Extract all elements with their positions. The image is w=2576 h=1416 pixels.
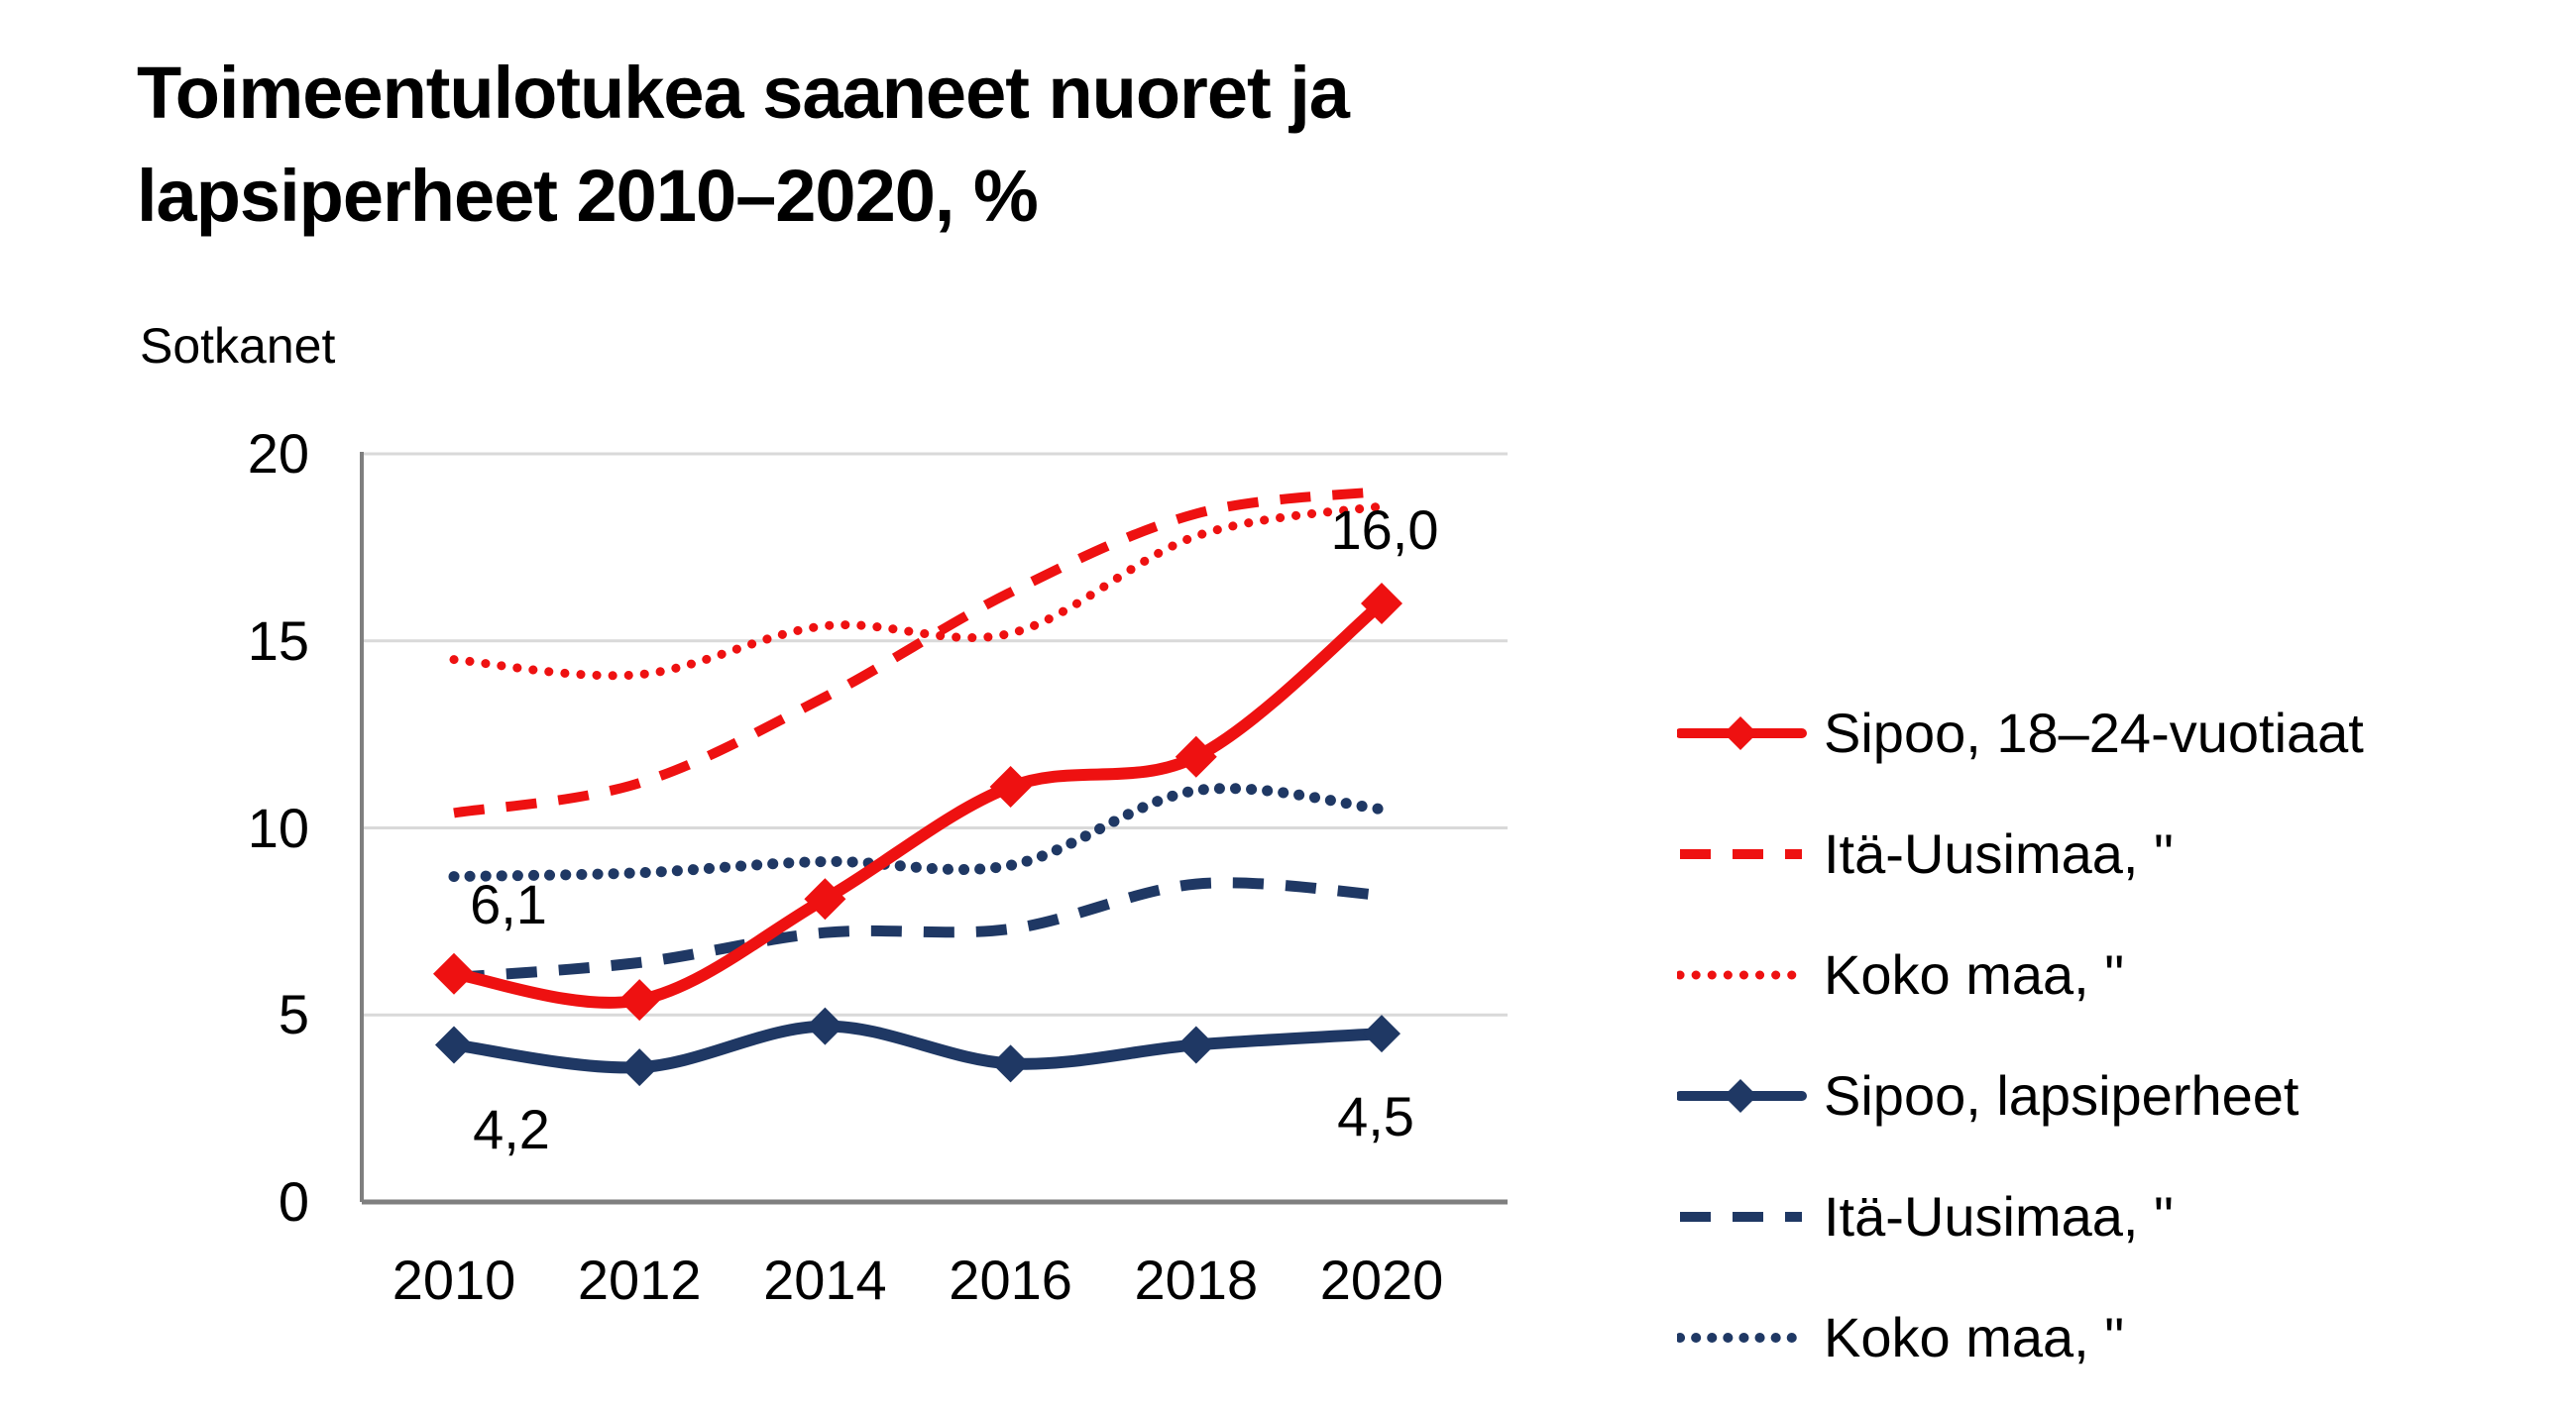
series-line-sipoo-lapsiperheet: [448, 1020, 1388, 1074]
legend-sample-dashed-line-icon: [1680, 1212, 1802, 1222]
legend-item-label: Sipoo, 18–24-vuotiaat: [1824, 702, 2364, 764]
data-point-marker: [1175, 735, 1217, 778]
x-tick-label: 2014: [763, 1249, 887, 1311]
series-line-sipoo-18-24-vuotiaat: [448, 598, 1388, 1009]
diamond-marker-icon: [1724, 716, 1757, 750]
chart-title-line1: Toimeentulotukea saaneet nuoret ja: [137, 52, 1350, 134]
data-point-marker: [435, 1026, 473, 1064]
legend-item-koko-maa: Koko maa, ": [1677, 1296, 2124, 1379]
data-point-marker: [1363, 1015, 1400, 1053]
data-point-marker: [1176, 1026, 1215, 1064]
legend-item-label: Itä-Uusimaa, ": [1824, 1185, 2174, 1248]
data-point-label: 4,2: [473, 1098, 550, 1161]
y-tick-label: 5: [278, 983, 309, 1046]
y-tick-label: 20: [247, 422, 309, 485]
legend-item-it-uusimaa: Itä-Uusimaa, ": [1677, 813, 2174, 896]
chart-title: Toimeentulotukea saaneet nuoret ja lapsi…: [137, 42, 1350, 247]
x-tick-label: 2012: [577, 1249, 702, 1311]
data-point-marker: [804, 878, 846, 921]
legend-item-it-uusimaa: Itä-Uusimaa, ": [1677, 1175, 2174, 1258]
x-tick-label: 2016: [949, 1249, 1072, 1311]
series-line-koko-maa: [449, 501, 1387, 681]
legend-item-koko-maa: Koko maa, ": [1677, 933, 2124, 1017]
legend-item-label: Koko maa, ": [1824, 1306, 2125, 1368]
y-tick-label: 10: [247, 796, 309, 859]
data-point-label: 4,5: [1337, 1085, 1414, 1148]
data-point-marker: [991, 1044, 1030, 1083]
data-point-label: 6,1: [470, 872, 547, 935]
data-point-marker: [620, 1048, 659, 1087]
legend-sample-solid-line-icon: [1677, 716, 1807, 750]
legend-sample-dashed-line-icon: [1680, 849, 1802, 859]
y-tick-label: 0: [278, 1170, 309, 1233]
legend-item-sipoo-lapsiperheet: Sipoo, lapsiperheet: [1677, 1054, 2298, 1138]
legend-sample-solid-line-icon: [1677, 1079, 1807, 1113]
legend-item-label: Koko maa, ": [1824, 943, 2125, 1006]
chart-subtitle: Sotkanet: [140, 318, 336, 374]
series-line-it-uusimaa: [453, 877, 1383, 983]
data-point-marker: [618, 979, 661, 1022]
legend-item-sipoo-18-24-vuotiaat: Sipoo, 18–24-vuotiaat: [1677, 692, 2364, 775]
data-point-marker: [806, 1007, 844, 1045]
y-tick-label: 15: [247, 608, 309, 672]
legend-item-label: Itä-Uusimaa, ": [1824, 822, 2174, 885]
legend-item-label: Sipoo, lapsiperheet: [1824, 1064, 2299, 1127]
data-point-marker: [1361, 583, 1402, 624]
chart-title-line2: lapsiperheet 2010–2020, %: [137, 154, 1039, 237]
series-line-it-uusimaa: [453, 486, 1383, 818]
data-point-marker: [989, 765, 1032, 808]
series-line-koko-maa: [448, 783, 1388, 883]
data-point-marker: [433, 952, 475, 995]
x-tick-label: 2020: [1319, 1249, 1444, 1311]
legend-sample-dotted-line-icon: [1677, 970, 1807, 980]
x-tick-label: 2018: [1134, 1249, 1259, 1311]
legend-sample-dotted-line-icon: [1677, 1333, 1807, 1343]
x-tick-label: 2010: [392, 1249, 516, 1311]
data-point-label: 16,0: [1330, 498, 1439, 561]
diamond-marker-icon: [1724, 1079, 1757, 1113]
